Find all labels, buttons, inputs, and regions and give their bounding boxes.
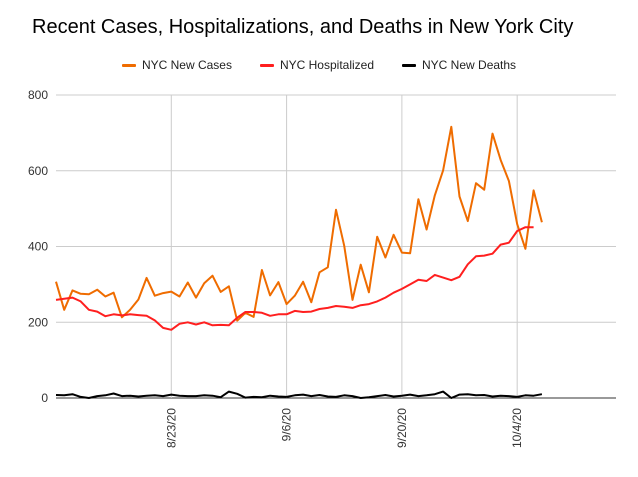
chart-title: Recent Cases, Hospitalizations, and Deat… bbox=[32, 16, 574, 38]
series-line-new-cases bbox=[55, 125, 543, 322]
series-line-new-deaths bbox=[55, 390, 543, 399]
y-tick-label: 400 bbox=[28, 240, 48, 254]
legend-item-new-cases[interactable]: NYC New Cases bbox=[121, 58, 232, 72]
x-tick-label: 10/4/20 bbox=[510, 408, 524, 448]
x-tick-label: 9/20/20 bbox=[395, 408, 409, 448]
x-tick-label: 9/6/20 bbox=[280, 408, 294, 442]
legend-label-hospitalized: NYC Hospitalized bbox=[279, 58, 375, 72]
x-tick-label: 8/23/20 bbox=[164, 408, 178, 448]
y-tick-label: 200 bbox=[28, 315, 48, 329]
chart-legend: NYC New Cases NYC Hospitalized NYC New D… bbox=[0, 58, 638, 72]
legend-label-new-deaths: NYC New Deaths bbox=[422, 58, 517, 72]
legend-label-new-cases: NYC New Cases bbox=[141, 58, 232, 72]
legend-swatch-hospitalized bbox=[259, 63, 274, 67]
legend-swatch-new-cases bbox=[121, 63, 136, 67]
legend-item-new-deaths[interactable]: NYC New Deaths bbox=[402, 58, 516, 72]
y-tick-label: 0 bbox=[41, 391, 48, 405]
legend-swatch-new-deaths bbox=[402, 63, 417, 67]
y-tick-label: 800 bbox=[28, 88, 48, 102]
series-line-hospitalized bbox=[55, 226, 534, 331]
y-tick-label: 600 bbox=[28, 164, 48, 178]
legend-item-hospitalized[interactable]: NYC Hospitalized bbox=[259, 58, 375, 72]
